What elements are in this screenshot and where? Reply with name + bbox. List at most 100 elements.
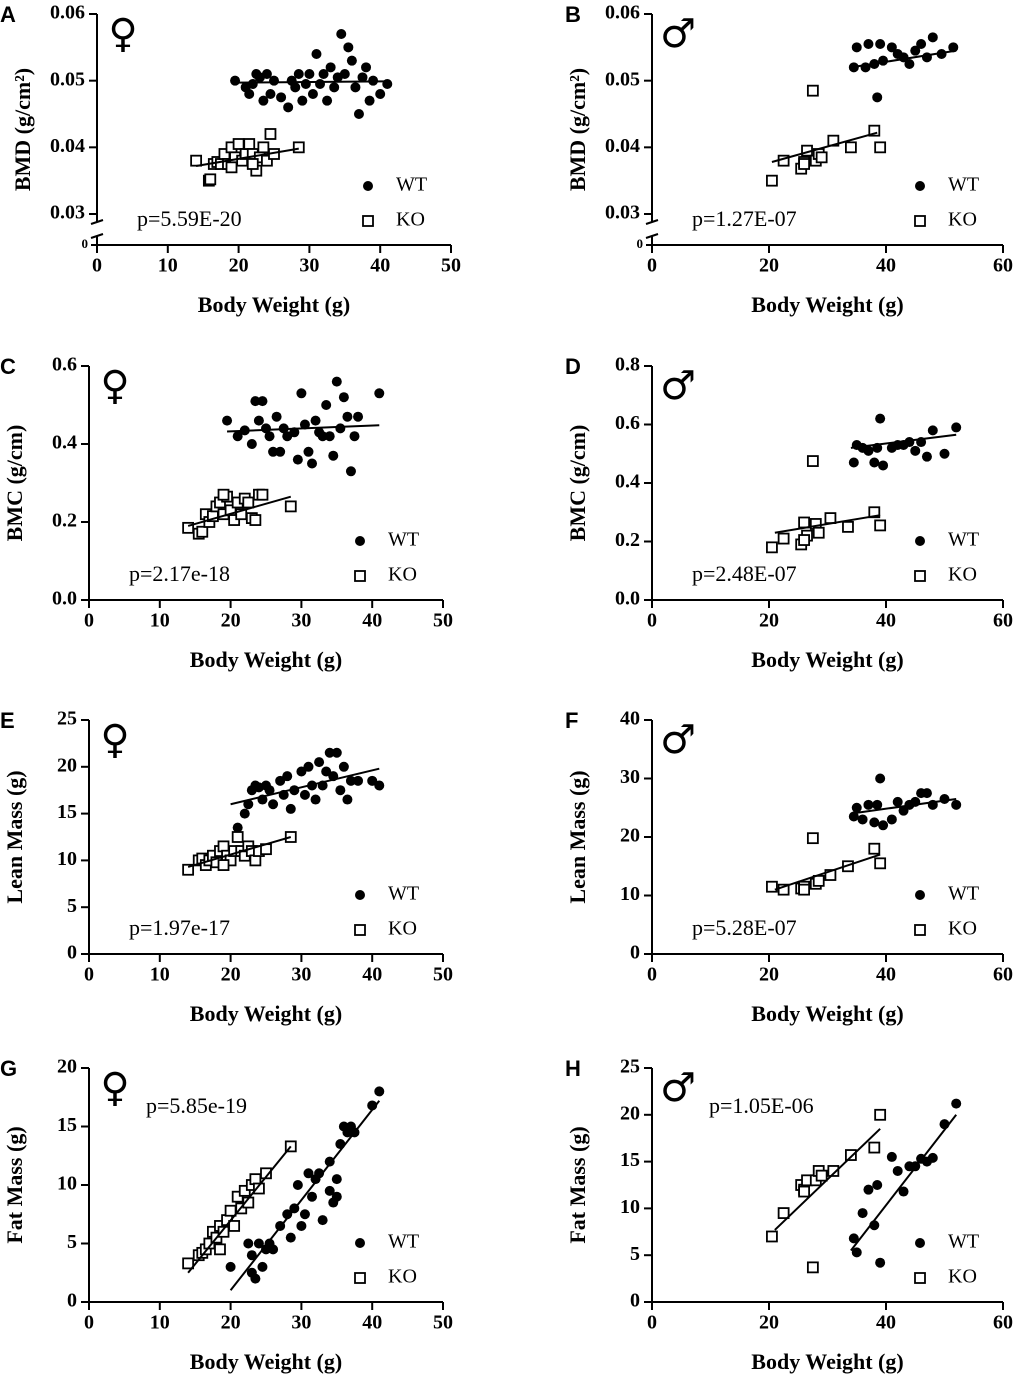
point <box>872 92 883 103</box>
legend-marker <box>915 890 925 900</box>
point <box>798 883 810 896</box>
point <box>851 1247 862 1258</box>
point <box>806 455 819 467</box>
point <box>310 794 321 805</box>
point <box>357 72 368 83</box>
x-tick-label: 20 <box>229 255 249 277</box>
point <box>257 396 268 407</box>
point <box>242 496 255 509</box>
point <box>335 423 346 434</box>
point <box>292 1180 303 1190</box>
point <box>217 859 230 871</box>
y-tick-label: 40 <box>620 708 640 730</box>
point <box>868 506 881 519</box>
point <box>812 526 825 539</box>
point <box>224 1204 237 1217</box>
x-tick-label: 50 <box>441 255 461 277</box>
point <box>292 454 303 465</box>
point <box>857 814 868 825</box>
x-tick-label: 0 <box>647 1312 657 1334</box>
point <box>874 1108 887 1121</box>
point <box>892 1165 903 1176</box>
point <box>299 1209 310 1220</box>
y-tick-label: 0 <box>630 942 640 964</box>
y-tick-label: 15 <box>57 801 77 823</box>
x-tick-label: 40 <box>362 1312 382 1334</box>
point <box>777 532 790 545</box>
point <box>342 794 353 805</box>
y-tick-label: 20 <box>620 825 640 847</box>
point <box>886 42 897 53</box>
legend-label: KO <box>948 564 977 586</box>
point <box>196 525 209 538</box>
p-value: p=2.17e-18 <box>129 561 230 586</box>
x-tick-label: 30 <box>299 255 319 277</box>
panel: 0.0 0.2 0.4 0.6 0.8 0 20 40 60 Body Weight (g) BMC… <box>565 354 1013 672</box>
point <box>936 49 947 59</box>
x-tick-label: 60 <box>993 964 1013 986</box>
point <box>331 747 342 758</box>
point <box>904 437 915 448</box>
x-tick-label: 10 <box>150 1312 170 1334</box>
legend-label: WT <box>388 883 419 905</box>
legend-marker <box>914 570 926 582</box>
point <box>336 29 347 39</box>
legend-label: WT <box>948 174 979 196</box>
y-tick-label: 0.0 <box>52 588 77 610</box>
x-tick-label: 30 <box>291 1312 311 1334</box>
panel: 0 10 20 30 40 0 20 40 60 Body Weight (g) Lean Mass… <box>565 708 1013 1026</box>
point <box>939 793 950 804</box>
point <box>868 1141 881 1154</box>
point <box>875 413 886 424</box>
y-tick-label: 0 <box>67 1290 77 1312</box>
point <box>275 446 286 457</box>
x-tick-label: 60 <box>993 610 1013 632</box>
point <box>253 1238 264 1249</box>
point <box>766 174 778 187</box>
panel: 0.0 0.2 0.4 0.6 0 10 20 30 40 50 Body Weight (g) BM… <box>0 354 453 672</box>
point <box>231 831 244 843</box>
legend-marker <box>914 1272 926 1284</box>
point <box>939 448 950 459</box>
fit-line <box>771 131 878 163</box>
point <box>921 788 932 799</box>
point <box>815 151 828 164</box>
x-tick-label: 40 <box>362 964 382 986</box>
point <box>265 89 276 99</box>
point <box>256 488 269 501</box>
x-tick-label: 20 <box>759 610 779 632</box>
x-axis-title: Body Weight (g) <box>751 647 903 672</box>
point <box>307 458 318 469</box>
point <box>798 158 810 170</box>
y-tick-label: 20 <box>57 1056 77 1078</box>
point <box>268 799 279 810</box>
point <box>875 773 886 784</box>
point <box>346 55 357 66</box>
point <box>806 1261 819 1274</box>
point <box>868 842 881 855</box>
point <box>874 857 887 870</box>
point <box>374 1086 385 1097</box>
y-tick-label: 5 <box>67 1231 77 1253</box>
x-tick-label: 40 <box>370 255 390 277</box>
sex-symbol: ♂ <box>660 717 696 763</box>
y-tick-label: 15 <box>57 1114 77 1136</box>
point <box>845 1149 857 1161</box>
point <box>868 124 881 137</box>
point <box>874 519 887 532</box>
fit-line <box>227 424 380 433</box>
x-axis-title: Body Weight (g) <box>751 292 903 317</box>
point <box>246 439 257 449</box>
point <box>307 89 318 99</box>
point <box>845 141 857 154</box>
x-tick-label: 0 <box>84 964 94 986</box>
x-tick-label: 10 <box>158 255 178 277</box>
y-tick-label: 25 <box>57 708 77 730</box>
point <box>268 1244 279 1255</box>
y-tick-label: 0 <box>67 942 77 964</box>
point <box>232 138 245 150</box>
point <box>324 747 335 758</box>
x-tick-label: 50 <box>433 610 453 632</box>
y-axis-title: Fat Mass (g) <box>2 1126 27 1243</box>
y-tick-label: 0.05 <box>605 68 640 90</box>
